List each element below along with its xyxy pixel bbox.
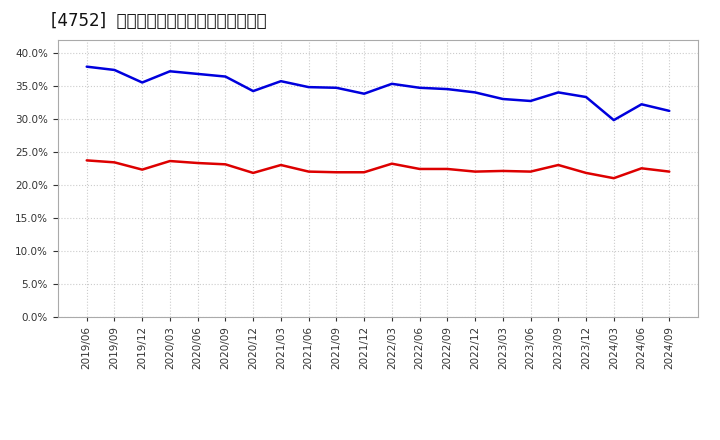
固定比率	[166, 69, 174, 74]
固定長期適合率	[166, 158, 174, 164]
固定長期適合率	[110, 160, 119, 165]
固定長期適合率	[526, 169, 535, 174]
固定比率	[609, 117, 618, 123]
固定長期適合率	[582, 170, 590, 176]
固定比率	[471, 90, 480, 95]
固定比率	[82, 64, 91, 69]
固定比率	[498, 96, 507, 102]
固定長期適合率	[82, 158, 91, 163]
固定長期適合率	[637, 165, 646, 171]
固定長期適合率	[305, 169, 313, 174]
固定長期適合率	[498, 168, 507, 173]
固定長期適合率	[609, 176, 618, 181]
固定長期適合率	[471, 169, 480, 174]
固定比率	[526, 98, 535, 103]
固定長期適合率	[249, 170, 258, 176]
Line: 固定比率: 固定比率	[86, 66, 670, 120]
Text: [4752]  固定比率、固定長期適合率の推移: [4752] 固定比率、固定長期適合率の推移	[51, 12, 267, 30]
固定長期適合率	[360, 169, 369, 175]
固定長期適合率	[332, 169, 341, 175]
固定比率	[443, 86, 451, 92]
固定比率	[194, 71, 202, 77]
固定長期適合率	[221, 161, 230, 167]
固定比率	[637, 102, 646, 107]
固定比率	[110, 67, 119, 73]
固定比率	[332, 85, 341, 91]
固定長期適合率	[276, 162, 285, 168]
固定長期適合率	[443, 166, 451, 172]
固定長期適合率	[415, 166, 424, 172]
固定比率	[582, 94, 590, 99]
固定比率	[221, 74, 230, 79]
固定長期適合率	[194, 160, 202, 165]
固定比率	[387, 81, 396, 86]
Line: 固定長期適合率: 固定長期適合率	[86, 160, 670, 178]
固定比率	[415, 85, 424, 91]
固定長期適合率	[665, 169, 674, 174]
固定比率	[554, 90, 562, 95]
固定比率	[276, 78, 285, 84]
固定比率	[138, 80, 147, 85]
固定比率	[249, 88, 258, 94]
固定長期適合率	[554, 162, 562, 168]
固定長期適合率	[138, 167, 147, 172]
固定比率	[305, 84, 313, 90]
固定長期適合率	[387, 161, 396, 166]
固定比率	[360, 91, 369, 96]
固定比率	[665, 108, 674, 114]
